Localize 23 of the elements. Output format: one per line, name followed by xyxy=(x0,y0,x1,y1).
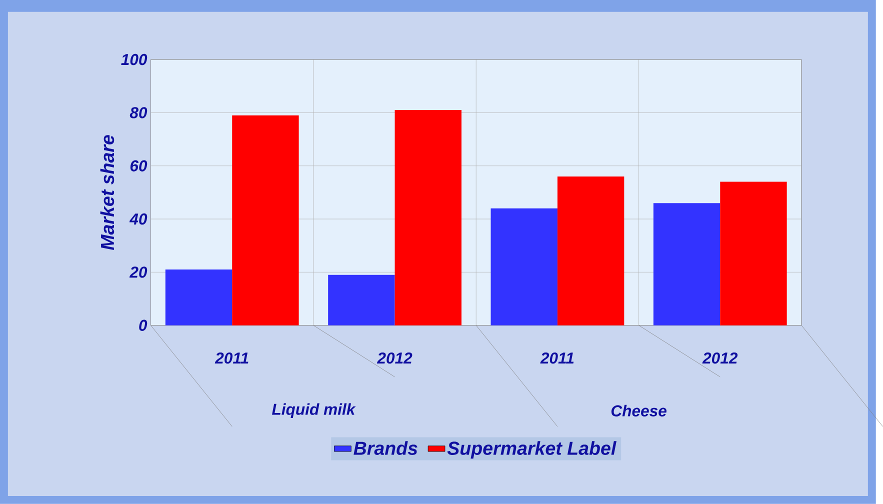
y-tick-label: 60 xyxy=(130,160,148,172)
x-tick-label: 2012 xyxy=(376,352,412,364)
bar xyxy=(720,182,787,326)
bar xyxy=(232,115,299,326)
y-tick-label: 40 xyxy=(129,213,148,225)
bar xyxy=(490,208,558,326)
legend-label: Supermarket Label xyxy=(447,441,616,459)
x-tick-label: 2011 xyxy=(540,352,574,364)
text: Liquid milk xyxy=(272,403,356,418)
legend-label: Brands xyxy=(354,441,418,455)
y-axis-title: Market share xyxy=(100,135,114,250)
y-tick-label: 100 xyxy=(121,54,148,66)
y-tick-label: 0 xyxy=(139,320,148,331)
x-tick-label: 2012 xyxy=(702,352,738,364)
bar xyxy=(557,176,624,326)
x-tick-label: 2011 xyxy=(214,352,248,364)
bar xyxy=(328,274,395,326)
y-tick-label: 20 xyxy=(129,266,148,278)
bar xyxy=(394,110,462,326)
y-tick-label: 80 xyxy=(130,107,148,118)
bar xyxy=(165,270,232,326)
text: Cheese xyxy=(611,404,666,417)
bar xyxy=(653,203,720,326)
